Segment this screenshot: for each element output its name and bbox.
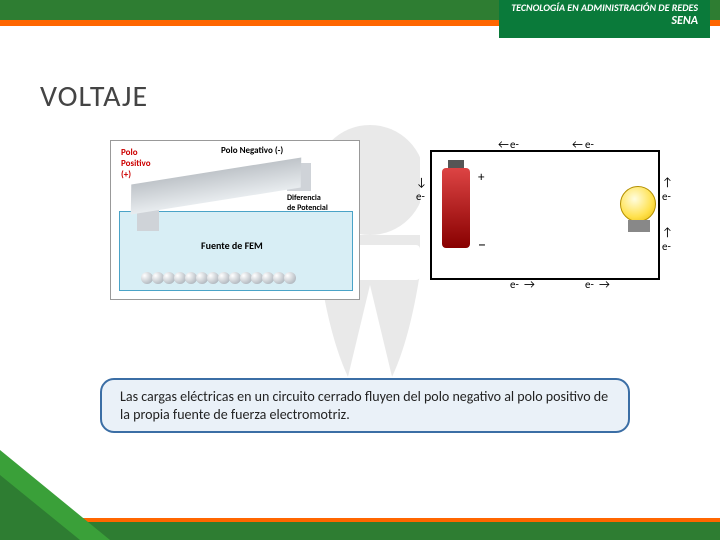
diagram-circuit: + − e- ← e- ← e- → e- → e- ↓ e- ↑ e- ↑	[420, 140, 670, 290]
flow-arrow-icon: ↑	[662, 226, 673, 240]
electron-label: e-	[585, 138, 594, 151]
electron-label: e-	[416, 190, 425, 203]
caption-box: Las cargas eléctricas en un circuito cer…	[100, 378, 630, 433]
flow-arrow-icon: →	[599, 278, 610, 292]
corner-triangle-dark	[0, 475, 80, 540]
plus-label: +	[478, 170, 484, 185]
bulb-base	[628, 220, 650, 232]
program-line2: SENA	[511, 14, 698, 28]
electron-label: e-	[510, 278, 519, 291]
flow-arrow-icon: ←	[498, 138, 509, 152]
electron-label: e-	[585, 278, 594, 291]
electron-label: e-	[662, 240, 671, 253]
label-polo-negativo: Polo Negativo (-)	[221, 145, 283, 156]
electron-ball	[284, 272, 296, 284]
minus-label: −	[478, 236, 486, 255]
page-title: VOLTAJE	[40, 78, 148, 115]
battery-icon	[442, 168, 470, 248]
electron-label: e-	[510, 138, 519, 151]
caption-text: Las cargas eléctricas en un circuito cer…	[120, 388, 608, 423]
bulb-icon	[620, 186, 656, 222]
flow-arrow-icon: ↑	[662, 176, 673, 190]
program-line1: TECNOLOGÍA EN ADMINISTRACIÓN DE REDES	[511, 2, 698, 14]
diagram-row: Polo Positivo (+) Polo Negativo (-) Dife…	[110, 140, 680, 310]
label-diferencia-potencial: Diferencia de Potencial	[287, 193, 328, 213]
flow-arrow-icon: ↓	[416, 176, 427, 190]
label-fuente-fem: Fuente de FEM	[201, 239, 263, 252]
battery-cap	[448, 160, 464, 168]
flow-arrow-icon: →	[524, 278, 535, 292]
electron-balls	[141, 270, 295, 289]
program-badge: TECNOLOGÍA EN ADMINISTRACIÓN DE REDES SE…	[499, 0, 710, 38]
incline-ramp	[131, 157, 301, 214]
label-polo-positivo: Polo Positivo (+)	[121, 147, 151, 180]
electron-label: e-	[662, 190, 671, 203]
flow-arrow-icon: ←	[572, 138, 583, 152]
diagram-fem-source: Polo Positivo (+) Polo Negativo (-) Dife…	[110, 140, 360, 300]
